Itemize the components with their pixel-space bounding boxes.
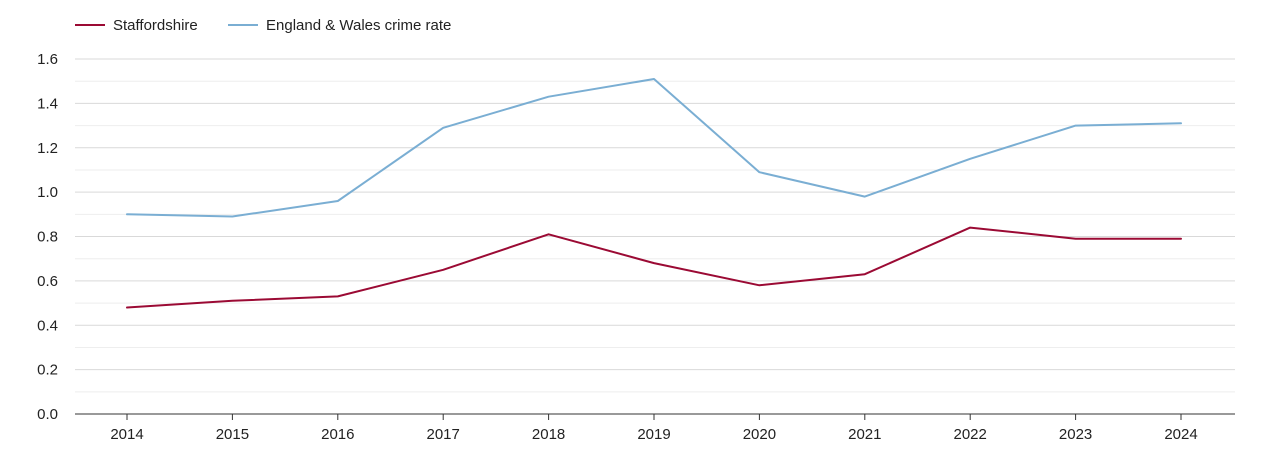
- x-tick-label: 2015: [216, 426, 249, 443]
- legend-label: England & Wales crime rate: [266, 17, 451, 34]
- x-tick-label: 2024: [1164, 426, 1197, 443]
- series-group: [126, 78, 1182, 309]
- series-line-staffordshire: [126, 226, 1182, 309]
- legend-item-england-wales[interactable]: England & Wales crime rate: [228, 17, 451, 34]
- x-tick-label: 2022: [954, 426, 987, 443]
- y-tick-label: 1.6: [37, 51, 58, 68]
- y-axis: 0.0 0.2 0.4 0.6 0.8 1.0 1.2 1.4 1.6: [37, 51, 58, 423]
- x-tick-label: 2023: [1059, 426, 1092, 443]
- x-axis: 2014 2015 2016 2017 2018 2019 2020 2021 2022 2023…: [75, 413, 1235, 443]
- x-tick-label: 2020: [743, 426, 776, 443]
- x-tick-label: 2017: [427, 426, 460, 443]
- y-tick-label: 0.4: [37, 317, 58, 334]
- gridlines: [75, 58, 1235, 393]
- legend-label: Staffordshire: [113, 17, 198, 34]
- x-tick-label: 2018: [532, 426, 565, 443]
- series-line-england-wales: [126, 78, 1182, 218]
- y-tick-label: 1.2: [37, 140, 58, 157]
- y-tick-label: 1.4: [37, 95, 58, 112]
- y-tick-label: 0.0: [37, 406, 58, 423]
- y-tick-label: 1.0: [37, 184, 58, 201]
- x-tick-label: 2021: [848, 426, 881, 443]
- y-tick-label: 0.6: [37, 273, 58, 290]
- legend: Staffordshire England & Wales crime rate: [75, 17, 451, 34]
- x-tick-label: 2014: [110, 426, 143, 443]
- y-tick-label: 0.8: [37, 229, 58, 246]
- legend-item-staffordshire[interactable]: Staffordshire: [75, 17, 198, 34]
- x-tick-label: 2019: [637, 426, 670, 443]
- x-tick-label: 2016: [321, 426, 354, 443]
- y-tick-label: 0.2: [37, 362, 58, 379]
